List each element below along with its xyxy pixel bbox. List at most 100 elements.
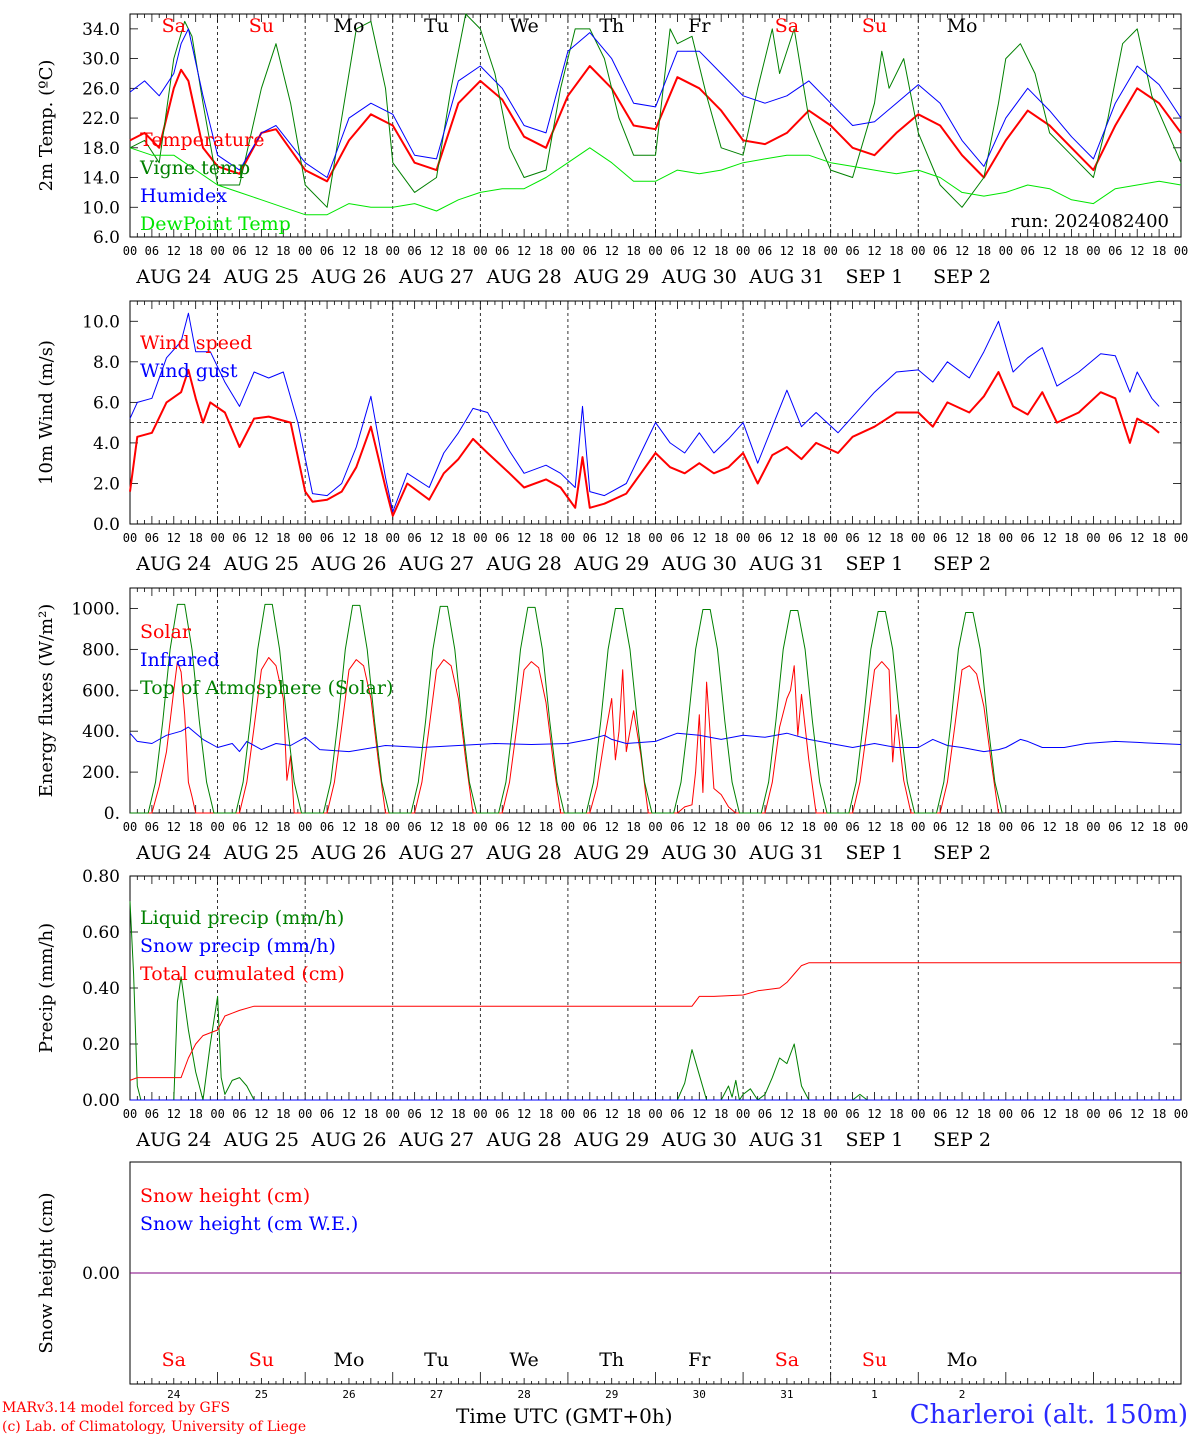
hour-tick-label: 18 (977, 1107, 991, 1121)
hour-tick-label: 12 (167, 1107, 181, 1121)
y-tick-label: 0. (104, 804, 120, 824)
run-label: run: 2024082400 (1011, 211, 1169, 232)
hour-tick-label: 00 (123, 1107, 137, 1121)
hour-tick-label: 18 (188, 531, 202, 545)
y-tick-label: 0.00 (82, 1264, 120, 1284)
hour-tick-label: 00 (1174, 531, 1188, 545)
hour-tick-label: 06 (320, 1107, 334, 1121)
hour-tick-label: 00 (823, 820, 837, 834)
hour-tick-label: 18 (364, 244, 378, 258)
y-tick-label: 34.0 (82, 20, 120, 40)
credit-text: MARv3.14 model forced by GFS (c) Lab. of… (2, 1399, 306, 1437)
hour-tick-label: 12 (342, 531, 356, 545)
hour-tick-label: 18 (977, 531, 991, 545)
day-name-label: Th (599, 15, 624, 37)
hour-tick-label: 18 (539, 531, 553, 545)
hour-tick-label: 12 (867, 244, 881, 258)
hour-tick-label: 06 (670, 820, 684, 834)
hour-tick-label: 06 (670, 1107, 684, 1121)
hour-tick-label: 06 (1108, 531, 1122, 545)
hour-tick-label: 12 (955, 531, 969, 545)
date-label: SEP 2 (933, 553, 991, 575)
hour-tick-label: 18 (188, 820, 202, 834)
hour-tick-label: 12 (692, 244, 706, 258)
day-name-label: Tu (424, 1349, 449, 1371)
hour-tick-label: 12 (867, 820, 881, 834)
hour-tick-label: 12 (1042, 531, 1056, 545)
hour-tick-label: 00 (823, 531, 837, 545)
hour-tick-label: 12 (517, 244, 531, 258)
hour-tick-label: 18 (889, 820, 903, 834)
hour-tick-label: 00 (823, 1107, 837, 1121)
hour-tick-label: 06 (145, 1107, 159, 1121)
hour-tick-label: 12 (1130, 244, 1144, 258)
hour-tick-label: 06 (407, 531, 421, 545)
hour-tick-label: 18 (626, 244, 640, 258)
hour-tick-label: 00 (823, 244, 837, 258)
hour-tick-label: 18 (539, 820, 553, 834)
legend-entry: Snow height (cm W.E.) (140, 1213, 358, 1235)
hour-tick-label: 18 (364, 820, 378, 834)
hour-tick-label: 12 (604, 1107, 618, 1121)
credit-line-2: (c) Lab. of Climatology, University of L… (2, 1419, 307, 1435)
day-name-label: Sa (775, 1349, 799, 1371)
hour-tick-label: 18 (188, 244, 202, 258)
hour-tick-label: 12 (1042, 820, 1056, 834)
day-name-label: Mo (947, 1349, 978, 1371)
date-label: AUG 27 (398, 553, 474, 575)
hour-tick-label: 12 (429, 820, 443, 834)
hour-tick-label: 00 (736, 531, 750, 545)
series-line-wind-gust (129, 312, 1160, 513)
hour-tick-label: 00 (298, 244, 312, 258)
hour-tick-label: 18 (451, 531, 465, 545)
hour-tick-label: 18 (1064, 1107, 1078, 1121)
y-tick-label: 14.0 (82, 169, 120, 189)
hour-tick-label: 06 (145, 244, 159, 258)
hour-tick-label: 00 (911, 1107, 925, 1121)
y-tick-label: 0.60 (82, 923, 120, 943)
hour-tick-label: 06 (407, 244, 421, 258)
y-tick-label: 0.0 (93, 515, 120, 535)
hour-tick-label: 18 (1152, 244, 1166, 258)
date-label: AUG 24 (135, 1129, 211, 1151)
day-name-label: Su (862, 15, 887, 37)
y-tick-label: 2.0 (93, 474, 120, 494)
hour-tick-label: 12 (342, 1107, 356, 1121)
hour-tick-label: 18 (276, 1107, 290, 1121)
day-number-label: 29 (605, 1388, 618, 1401)
y-tick-label: 0.20 (82, 1035, 120, 1055)
hour-tick-label: 12 (254, 820, 268, 834)
hour-tick-label: 00 (473, 244, 487, 258)
hour-tick-label: 12 (1042, 1107, 1056, 1121)
hour-tick-label: 00 (911, 820, 925, 834)
date-label: AUG 28 (486, 553, 562, 575)
hour-tick-label: 00 (1086, 820, 1100, 834)
hour-tick-label: 06 (845, 531, 859, 545)
hour-tick-label: 12 (780, 244, 794, 258)
date-label: AUG 30 (661, 553, 737, 575)
day-name-label: Su (249, 15, 274, 37)
hour-tick-label: 12 (429, 244, 443, 258)
panel-precip (129, 875, 1182, 1101)
series-line-liquid-precip-mm-h- (129, 901, 868, 1101)
hour-tick-label: 06 (1108, 1107, 1122, 1121)
date-label: AUG 25 (223, 1129, 299, 1151)
y-tick-label: 18.0 (82, 139, 120, 159)
day-name-label: Su (249, 1349, 274, 1371)
hour-tick-label: 18 (626, 531, 640, 545)
legend-entry: Temperature (140, 129, 264, 151)
y-axis-label: Precip (mm/h) (36, 923, 57, 1053)
hour-tick-label: 06 (583, 531, 597, 545)
hour-tick-label: 18 (1064, 531, 1078, 545)
date-label: AUG 28 (486, 266, 562, 288)
hour-tick-label: 18 (889, 531, 903, 545)
date-label: SEP 1 (846, 842, 904, 864)
legend-entry: Snow height (cm) (140, 1185, 310, 1207)
hour-tick-label: 18 (714, 820, 728, 834)
hour-tick-label: 18 (1152, 1107, 1166, 1121)
hour-tick-label: 06 (758, 244, 772, 258)
legend-entry: Snow precip (mm/h) (140, 935, 336, 957)
y-tick-label: 4.0 (93, 434, 120, 454)
hour-tick-label: 12 (780, 1107, 794, 1121)
hour-tick-label: 06 (232, 531, 246, 545)
